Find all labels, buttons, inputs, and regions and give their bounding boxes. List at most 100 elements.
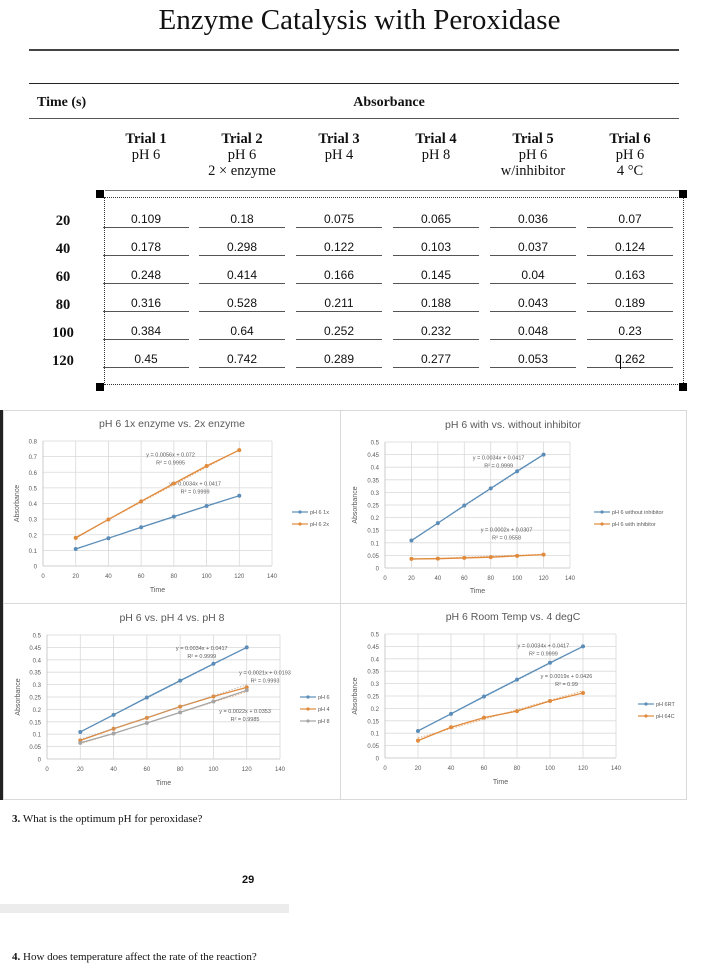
absorbance-cell[interactable]: 0.316: [103, 296, 189, 312]
y-tick-label: 0.3: [33, 683, 42, 689]
trial-6-name: Trial 6: [609, 131, 651, 147]
trial-header-5: Trial 5 pH 6 w/inhibitor: [483, 131, 583, 179]
absorbance-cell[interactable]: 0.45: [103, 352, 189, 368]
trendline-equation: y = 0.0002x + 0.0307: [481, 527, 533, 533]
absorbance-cell[interactable]: 0.122: [296, 240, 382, 256]
absorbance-cell[interactable]: 0.211: [296, 296, 382, 312]
x-tick-label: 0: [41, 574, 45, 580]
x-tick-label: 120: [242, 767, 253, 773]
resize-handle-bottom-left[interactable]: [96, 383, 104, 391]
absorbance-cell[interactable]: 0.232: [393, 324, 479, 340]
x-tick-label: 60: [144, 767, 151, 773]
legend-label: pH 8: [318, 719, 330, 725]
y-tick-label: 0.05: [367, 744, 379, 750]
data-point: [435, 521, 440, 526]
absorbance-cell[interactable]: 0.166: [296, 268, 382, 284]
absorbance-cell[interactable]: 0.043: [490, 296, 576, 312]
absorbance-cell[interactable]: 0.048: [490, 324, 576, 340]
data-point: [244, 685, 249, 690]
series-line-ph-6-with-inhibitor: [411, 553, 544, 560]
absorbance-cell[interactable]: 0.289: [296, 352, 382, 368]
x-tick-label: 100: [545, 766, 556, 772]
y-tick-label: 0.5: [33, 634, 42, 640]
absorbance-cell[interactable]: 0.528: [199, 296, 285, 312]
chart-divider-horizontal: [3, 603, 687, 604]
absorbance-cell[interactable]: 0.23: [587, 324, 673, 340]
absorbance-cell[interactable]: 0.036: [490, 212, 576, 228]
absorbance-cell[interactable]: 0.384: [103, 324, 189, 340]
absorbance-cell[interactable]: 0.163: [587, 268, 673, 284]
absorbance-cell[interactable]: 0.145: [393, 268, 479, 284]
absorbance-cell[interactable]: 0.124: [587, 240, 673, 256]
trendline-r-squared: R² = 0.9999: [187, 654, 216, 660]
data-point: [237, 493, 242, 498]
x-tick-label: 40: [448, 766, 455, 772]
resize-handle-bottom-right[interactable]: [679, 383, 687, 391]
legend-label: pH 6: [318, 695, 330, 701]
absorbance-cell[interactable]: 0.109: [103, 212, 189, 228]
legend-marker: [306, 695, 310, 699]
absorbance-header: Absorbance: [353, 95, 425, 110]
time-label: 120: [52, 353, 74, 369]
chart-2: pH 6 with vs. without inhibitor 0 0.05 0.1 0…: [352, 419, 664, 595]
absorbance-cell[interactable]: 0.248: [103, 268, 189, 284]
series-line-ph-8: [80, 689, 247, 744]
question-4-number: 4.: [12, 951, 21, 963]
table-top-rule: [29, 83, 679, 84]
x-tick-label: 20: [408, 576, 415, 582]
absorbance-cell[interactable]: 0.414: [199, 268, 285, 284]
time-label: 40: [55, 241, 71, 257]
absorbance-cell[interactable]: 0.037: [490, 240, 576, 256]
chart-1: pH 6 1x enzyme vs. 2x enzyme 0 0.1 0.2 0.3 0.…: [14, 418, 329, 594]
absorbance-cell[interactable]: 0.262: [587, 352, 673, 368]
absorbance-cell[interactable]: 0.075: [296, 212, 382, 228]
y-tick-label: 0.5: [371, 441, 380, 447]
absorbance-cell[interactable]: 0.742: [199, 352, 285, 368]
question-3-text: What is the optimum pH for peroxidase?: [22, 813, 203, 825]
table-selection-box[interactable]: [104, 197, 684, 385]
data-point: [204, 464, 209, 468]
absorbance-cell[interactable]: 0.07: [587, 212, 673, 228]
y-tick-label: 0.5: [371, 633, 380, 639]
y-tick-label: 0: [376, 757, 380, 763]
absorbance-cell[interactable]: 0.178: [103, 240, 189, 256]
x-tick-label: 40: [435, 576, 442, 582]
y-tick-label: 0.25: [367, 504, 379, 510]
time-label: 80: [55, 297, 71, 313]
absorbance-cell[interactable]: 0.189: [587, 296, 673, 312]
trial-header-4: Trial 4 pH 8: [386, 131, 486, 163]
absorbance-cell[interactable]: 0.277: [393, 352, 479, 368]
absorbance-cell[interactable]: 0.64: [199, 324, 285, 340]
y-tick-label: 0.35: [367, 670, 379, 676]
absorbance-cell[interactable]: 0.18: [199, 212, 285, 228]
absorbance-cell[interactable]: 0.298: [199, 240, 285, 256]
x-tick-label: 80: [487, 576, 494, 582]
series-line-ph-64c: [417, 692, 584, 742]
absorbance-cell[interactable]: 0.053: [490, 352, 576, 368]
y-tick-label: 0.1: [33, 733, 42, 739]
absorbance-cell[interactable]: 0.04: [490, 268, 576, 284]
data-point: [144, 721, 149, 726]
resize-handle-top-left[interactable]: [96, 190, 104, 198]
absorbance-cell[interactable]: 0.065: [393, 212, 479, 228]
x-tick-label: 0: [383, 766, 387, 772]
question-4-text: How does temperature affect the rate of …: [23, 951, 257, 963]
legend-marker: [600, 510, 604, 514]
trendline-r-squared: R² = 0.9985: [231, 717, 260, 723]
data-point: [244, 688, 249, 693]
x-axis-label: Time: [493, 779, 508, 786]
absorbance-cell[interactable]: 0.252: [296, 324, 382, 340]
data-point: [548, 698, 552, 703]
trial-5-name: Trial 5: [512, 131, 554, 147]
absorbance-cell[interactable]: 0.103: [393, 240, 479, 256]
absorbance-cell[interactable]: 0.188: [393, 296, 479, 312]
resize-handle-top-right[interactable]: [679, 190, 687, 198]
question-4: 4. How does temperature affect the rate …: [12, 951, 257, 963]
data-point: [435, 556, 440, 561]
trial-1-line1: pH 6: [131, 147, 161, 163]
data-point: [78, 729, 83, 734]
data-point: [178, 678, 183, 683]
trial-header-1: Trial 1 pH 6: [96, 131, 196, 163]
y-tick-label: 0.05: [29, 745, 41, 751]
series-line-ph-6-2x: [75, 449, 240, 539]
